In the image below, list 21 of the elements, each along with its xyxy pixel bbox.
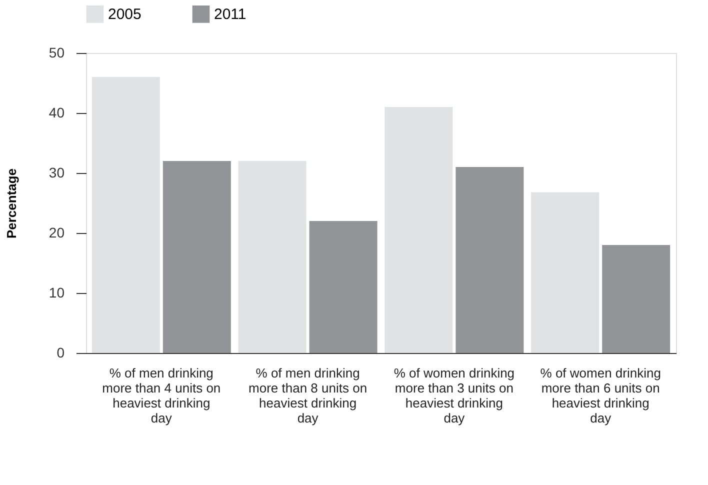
y-tick-label: 50 bbox=[48, 44, 65, 60]
bar bbox=[602, 245, 670, 353]
bar bbox=[384, 107, 453, 353]
y-axis-title: Percentage bbox=[4, 168, 19, 239]
bar bbox=[531, 192, 600, 353]
x-tick-label: % of women drinking more than 6 units on heaviest drinking day bbox=[540, 366, 661, 426]
bar bbox=[162, 161, 231, 353]
y-tick-label: 20 bbox=[48, 224, 65, 240]
y-tick-label: 30 bbox=[48, 164, 65, 180]
bar bbox=[456, 167, 524, 353]
y-tick-label: 40 bbox=[48, 104, 65, 120]
bar bbox=[238, 161, 306, 353]
bar bbox=[92, 77, 160, 353]
legend-label: 2011 bbox=[214, 6, 246, 24]
x-tick-label: % of men drinking more than 4 units on heaviest drinking day bbox=[102, 366, 221, 426]
y-tick-label: 0 bbox=[56, 344, 65, 360]
x-tick-label: % of women drinking more than 3 units on heaviest drinking day bbox=[394, 366, 515, 426]
y-tick-label: 10 bbox=[48, 284, 65, 300]
bar bbox=[309, 221, 378, 353]
legend-label: 2005 bbox=[108, 6, 142, 24]
x-tick-label: % of men drinking more than 8 units on heaviest drinking day bbox=[248, 366, 368, 426]
